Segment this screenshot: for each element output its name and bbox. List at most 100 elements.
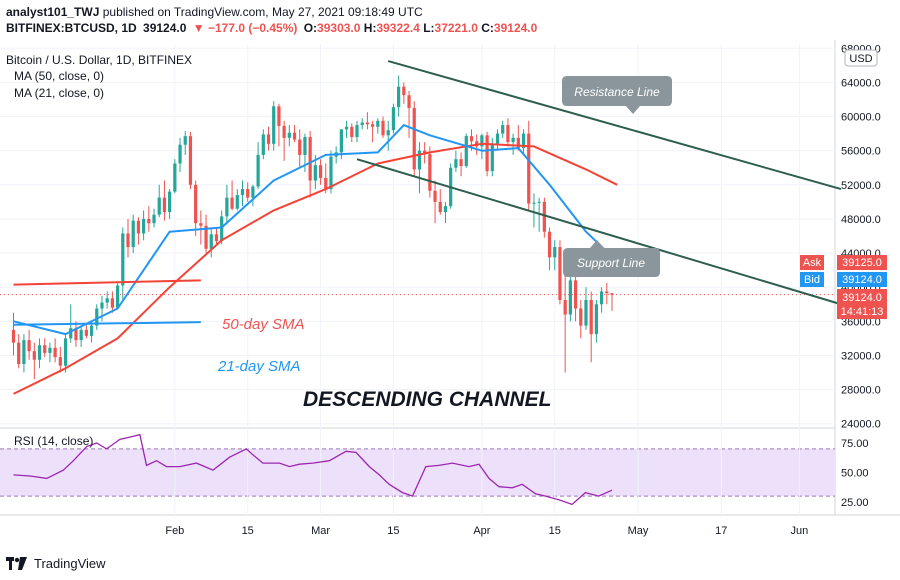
candle <box>417 142 422 194</box>
tradingview-logo-icon[interactable] <box>6 555 28 571</box>
rsi-line <box>13 433 613 506</box>
chart-canvas[interactable]: 24000.028000.032000.036000.040000.044000… <box>0 40 900 550</box>
candle <box>365 112 370 130</box>
support-label: Support Line <box>577 256 645 270</box>
candle <box>194 180 198 236</box>
candle-body <box>423 150 427 155</box>
candle-body <box>48 347 52 353</box>
candle <box>256 142 260 190</box>
candle <box>173 159 177 194</box>
candle <box>126 218 130 258</box>
candle <box>209 227 213 258</box>
candle-body <box>464 136 468 167</box>
candle-body <box>610 293 614 295</box>
rsi-tick-label: 75.00 <box>841 438 869 450</box>
candle <box>412 101 416 177</box>
candle-body <box>204 225 208 249</box>
chart-header: analyst101_TWJ published on TradingView.… <box>0 0 900 40</box>
candle <box>32 342 36 380</box>
candle-body <box>11 329 16 343</box>
candle <box>121 227 125 300</box>
author-name[interactable]: analyst101_TWJ <box>6 5 100 19</box>
rsi-axis[interactable]: 25.00 50.00 75.00 <box>841 438 869 509</box>
candle-body <box>469 136 474 142</box>
candle-body <box>344 126 349 130</box>
candle <box>381 116 385 138</box>
candle-body <box>246 189 250 198</box>
time-axis[interactable]: Feb 15 Mar 15 Apr 15 May 17 Jun <box>165 525 808 537</box>
candle <box>17 334 21 369</box>
candle-body <box>183 136 187 145</box>
currency-badge[interactable] <box>844 49 878 67</box>
candle <box>282 120 286 161</box>
symbol-name: BITFINEX:BTCUSD, 1D <box>6 21 137 35</box>
resistance-label: Resistance Line <box>574 85 660 99</box>
publish-info: published on TradingView.com, May 27, 20… <box>102 5 423 19</box>
candle <box>152 208 156 228</box>
candle-body <box>594 304 599 335</box>
candle-body <box>162 197 167 213</box>
candle-body <box>115 285 120 308</box>
candle <box>563 270 567 373</box>
low-label: L: <box>423 21 435 35</box>
candle-body <box>84 329 88 336</box>
candle <box>162 180 167 221</box>
time-tick-label: May <box>628 525 649 537</box>
candle-body <box>147 218 151 224</box>
candle <box>199 210 203 245</box>
candle <box>74 321 78 347</box>
candle-body <box>324 177 328 190</box>
candle-body <box>433 190 437 202</box>
candle <box>136 217 141 245</box>
candle-body <box>459 159 463 167</box>
candle <box>527 120 531 211</box>
candle <box>110 291 114 313</box>
candle-body <box>605 291 609 294</box>
candle-body <box>370 124 375 127</box>
candle <box>298 129 302 168</box>
candle-body <box>292 132 297 140</box>
footer-brand[interactable]: TradingView <box>34 555 106 571</box>
candle <box>318 159 323 185</box>
candle-body <box>318 165 323 178</box>
candle <box>428 146 432 198</box>
candle-body <box>168 191 172 213</box>
candle-body <box>32 351 36 360</box>
candle-body <box>563 300 567 315</box>
price-tick-label: 24000.0 <box>841 419 881 431</box>
candle-body <box>121 233 125 286</box>
trendlines[interactable] <box>13 60 842 326</box>
candle <box>43 338 47 358</box>
candle-body <box>506 125 510 143</box>
candle <box>485 131 489 177</box>
moving-averages <box>13 124 618 395</box>
candle <box>599 287 604 313</box>
candle <box>240 180 245 207</box>
price-tick-label: 56000.0 <box>841 146 881 158</box>
candle-body <box>521 133 526 149</box>
channel-annotation: DESCENDING CHANNEL <box>303 388 552 411</box>
support-callout: Support Line <box>563 240 660 277</box>
candle-body <box>428 154 432 191</box>
candle-body <box>350 126 354 138</box>
legend-rsi[interactable]: RSI (14, close) <box>14 434 93 448</box>
legend-ma50[interactable]: MA (50, close, 0) <box>14 69 104 83</box>
candle <box>235 189 239 211</box>
candle <box>433 180 437 224</box>
legend-title[interactable]: Bitcoin / U.S. Dollar, 1D, BITFINEX <box>6 53 192 67</box>
low-value: 37221.0 <box>434 21 478 35</box>
candle <box>407 90 411 138</box>
candle-body <box>126 233 130 248</box>
candle <box>506 118 510 147</box>
candle-body <box>58 357 62 366</box>
candle-body <box>308 137 312 181</box>
candle <box>547 227 552 271</box>
time-tick-label: Jun <box>790 525 808 537</box>
candle-body <box>527 133 531 204</box>
legend-ma21[interactable]: MA (21, close, 0) <box>14 86 104 100</box>
candle-body <box>95 308 99 326</box>
candle <box>204 214 208 254</box>
candle-body <box>589 300 593 335</box>
candle <box>511 133 515 155</box>
candle-body <box>37 345 42 360</box>
